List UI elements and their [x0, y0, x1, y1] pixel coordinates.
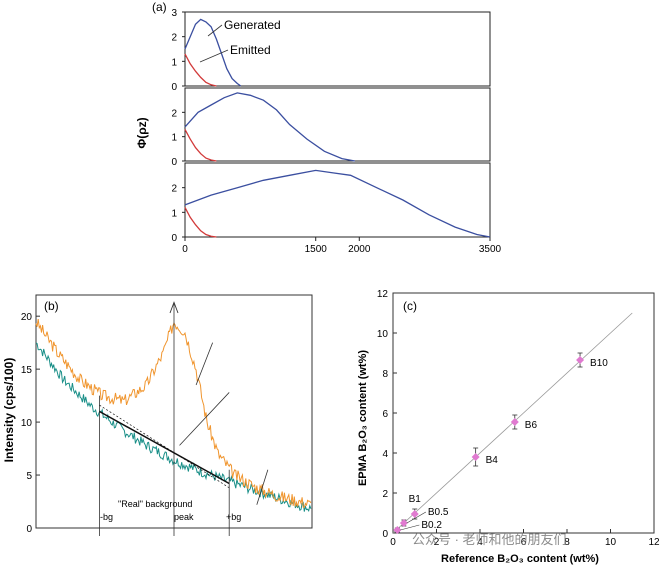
panel-a-axes: 0 1 2 3 0 1 2 0 1 2 [171, 8, 491, 244]
panel-a-xtick-label-3: 3500 [479, 244, 502, 255]
panel-c-axes: 0 2 4 6 8 10 12 0 2 4 6 8 10 12 [377, 289, 660, 548]
emitted-line-0 [184, 53, 217, 87]
panel-c-xtick-label-3: 6 [521, 537, 527, 548]
data-point-B10 [576, 356, 585, 364]
leader-B0.2 [400, 524, 420, 531]
panel-c-xtick-label-6: 12 [648, 537, 660, 548]
panel-a-xtick-label-0: 0 [182, 244, 188, 255]
panel-a-series [184, 18, 491, 238]
generated-line-2 [184, 169, 491, 238]
panel-c-label: (c) [403, 299, 417, 313]
callout-leader-3 [256, 469, 269, 505]
panel-b-ytick-label-4: 20 [21, 312, 33, 323]
panel-a-xtick-label-1: 1500 [305, 244, 328, 255]
point-label-B0.5: B0.5 [428, 507, 449, 518]
point-label-B0.2: B0.2 [421, 520, 442, 531]
panel-a-ytick-label-0-0: 0 [171, 82, 177, 93]
peak-arrowhead [169, 301, 179, 314]
panel-a-ytick-label-0-2: 2 [171, 33, 177, 44]
panel-a-xtick-label-2: 2000 [348, 244, 371, 255]
generated-line-0 [184, 18, 242, 87]
watermark-text: 公众号 · 老师和他的朋友们 [412, 532, 567, 547]
panel-c-xtick-label-5: 10 [605, 537, 617, 548]
annotation-real-background: "Real" background [118, 499, 192, 509]
real-background-curve [99, 404, 230, 489]
point-label-B6: B6 [525, 420, 538, 431]
panel-c-ytick-label-2: 4 [382, 449, 388, 460]
panel-c-xtick-label-0: 0 [390, 537, 396, 548]
panel-b-ytick-label-2: 10 [21, 418, 33, 429]
panel-a-ytick-label-1-0: 0 [171, 157, 177, 168]
panel-b-series [35, 301, 312, 536]
panel-a-ytick-label-1-2: 2 [171, 108, 177, 119]
point-label-B1: B1 [409, 494, 422, 505]
panel-a-ytick-label-1-1: 1 [171, 133, 177, 144]
panel-a-ytick-label-0-1: 1 [171, 57, 177, 68]
panel-c-ytick-label-1: 2 [382, 489, 388, 500]
panel-a-ytick-label-2-1: 1 [171, 208, 177, 219]
panel-b-ytick-label-3: 15 [21, 365, 33, 376]
leader-B0.5 [406, 511, 427, 524]
interpolated-background-line [99, 410, 230, 485]
panel-c-ylabel: EPMA B₂O₃ content (wt%) [357, 350, 369, 486]
background-spectrum-line [35, 342, 312, 513]
panel-c-ytick-label-0: 0 [382, 529, 388, 540]
panel-c-points: B0.2 B0.5 B1 B4 B6 B10 [392, 312, 633, 534]
data-point-B0.2 [393, 526, 402, 534]
legend-generated: Generated [224, 18, 281, 32]
panel-c: (c) EPMA B₂O₃ content (wt%) Reference B₂… [357, 289, 660, 565]
data-point-B4 [471, 453, 480, 461]
panel-c-xtick-label-4: 8 [564, 537, 570, 548]
measured-spectrum-line [35, 319, 312, 508]
point-label-B4: B4 [486, 455, 499, 466]
panel-a: (a) Φ(ρz) 0 1 2 3 0 1 2 0 1 2 Generated Emitted 0… [135, 0, 502, 255]
panel-c-xtick-label-1: 2 [434, 537, 440, 548]
panel-a-frame-1 [184, 87, 491, 162]
point-label-B10: B10 [590, 358, 608, 369]
panel-c-ytick-label-5: 10 [377, 329, 389, 340]
panel-a-ylabel: Φ(ρz) [135, 117, 149, 148]
annotation-plus-bg: +bg [226, 512, 241, 522]
panel-c-ytick-label-4: 8 [382, 369, 388, 380]
emitted-line-2 [184, 207, 217, 238]
data-point-B0.5 [399, 519, 408, 527]
panel-b-ylabel: Intensity (cps/100) [2, 358, 16, 463]
legend-generated-leader [207, 24, 223, 37]
callout-leader-2 [179, 392, 230, 446]
panel-a-ytick-label-0-3: 3 [171, 8, 177, 19]
annotation-minus-bg: -bg [100, 512, 113, 522]
data-point-B6 [510, 418, 519, 426]
panel-a-ytick-label-2-2: 2 [171, 184, 177, 195]
panel-b-ytick-label-1: 5 [26, 471, 32, 482]
annotation-peak: peak [174, 512, 194, 522]
panel-a-label: (a) [152, 0, 167, 14]
panel-b: (b) Intensity (cps/100) 0 5 10 15 20 -bg pea… [2, 294, 313, 536]
panel-c-ytick-label-3: 6 [382, 409, 388, 420]
emitted-line-1 [184, 129, 217, 162]
panel-c-ytick-label-6: 12 [377, 289, 389, 300]
panel-c-xlabel: Reference B₂O₃ content (wt%) [441, 553, 599, 565]
data-point-B1 [410, 510, 419, 518]
panel-b-label: (b) [44, 299, 59, 313]
panel-c-xtick-label-2: 4 [477, 537, 483, 548]
panel-b-ytick-label-0: 0 [26, 524, 32, 535]
panel-a-ytick-label-2-0: 0 [171, 233, 177, 244]
generated-line-1 [184, 92, 356, 162]
legend-emitted: Emitted [230, 43, 271, 57]
panel-a-frame-2 [184, 162, 491, 238]
callout-leader-1 [195, 342, 214, 386]
legend-emitted-leader [199, 49, 229, 63]
panel-a-xticks: 0 1500 2000 3500 [182, 237, 502, 255]
